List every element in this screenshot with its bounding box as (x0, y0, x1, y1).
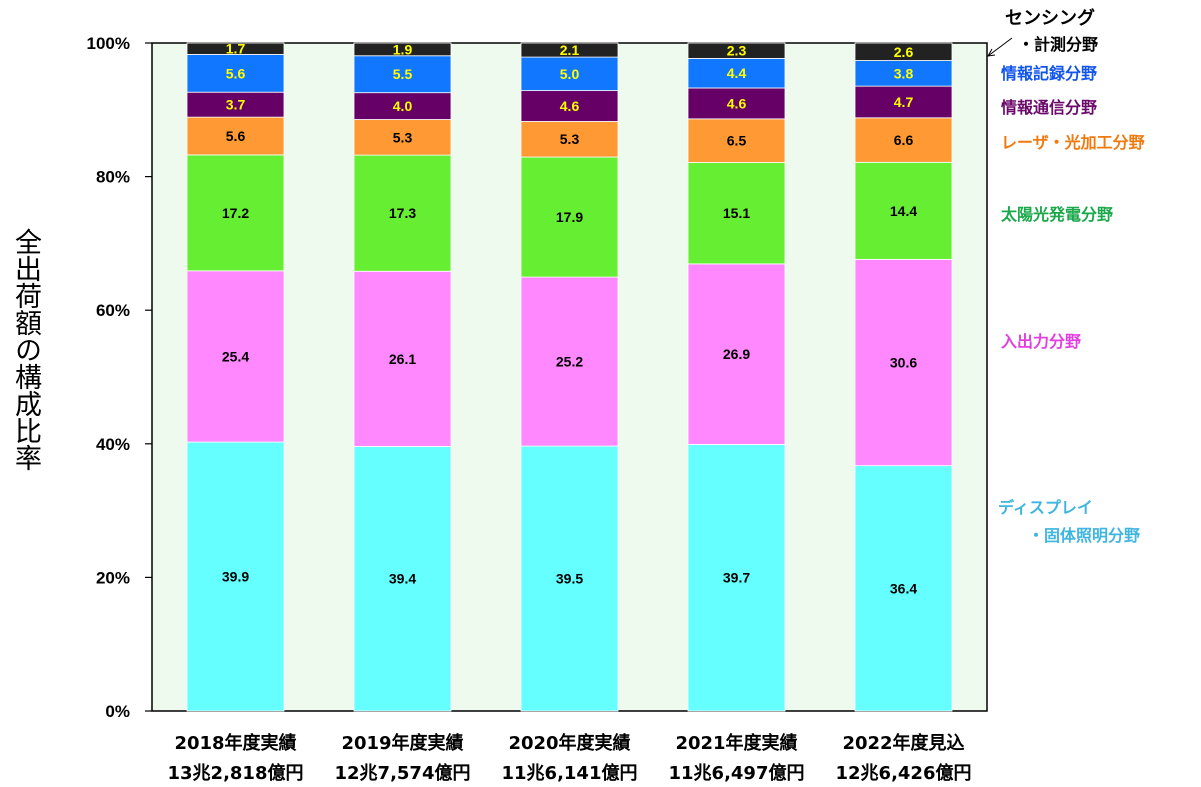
bar-segment (353, 446, 452, 712)
bar-segment (353, 270, 452, 447)
bar-segment (854, 85, 953, 119)
bar-segment (186, 441, 285, 712)
y-axis: 0% 20% 40% 60% 80% 100% (87, 34, 152, 721)
bar-segment (186, 91, 285, 118)
bar-segment (353, 154, 452, 272)
y-tick-label: 0% (105, 702, 130, 721)
x-tick-total-label: 12兆7,574億円 (335, 762, 471, 784)
bar-segment (520, 445, 619, 712)
bar-value-label: 1.7 (226, 41, 246, 57)
x-tick-total-label: 11兆6,141億円 (502, 762, 638, 784)
bar-value-label: 5.6 (226, 128, 246, 144)
bar-value-label: 17.9 (556, 209, 583, 225)
bar-value-label: 5.6 (226, 65, 246, 81)
bar-segment (520, 90, 619, 122)
bar-value-label: 5.3 (560, 131, 580, 147)
bar-value-label: 5.3 (393, 129, 413, 145)
bar-segment (687, 42, 786, 59)
bar-segment (687, 444, 786, 712)
bar-value-label: 5.5 (393, 66, 413, 82)
bar-value-label: 2.1 (560, 42, 580, 58)
bar-value-label: 25.2 (556, 354, 583, 370)
series-label: ディスプレイ (998, 498, 1093, 517)
bar-segment (186, 54, 285, 93)
x-tick-label: 2021年度実績 (675, 732, 797, 754)
y-tick-label: 60% (96, 301, 130, 320)
bar-value-label: 30.6 (890, 355, 917, 371)
bar-segment (854, 161, 953, 260)
bar-value-label: 17.2 (222, 205, 249, 221)
series-label: ・計測分野 (1018, 35, 1098, 54)
series-label: 情報記録分野 (1001, 64, 1097, 83)
y-axis-title: 全出荷額の構成比率 (10, 228, 41, 471)
bar-segment (520, 156, 619, 278)
bar-value-label: 39.4 (389, 571, 416, 587)
bar-segment (353, 42, 452, 57)
series-label: 情報通信分野 (1001, 98, 1097, 117)
bar-segment (353, 92, 452, 120)
bar-value-label: 4.6 (727, 95, 747, 111)
y-tick-label: 20% (96, 568, 130, 587)
bar-value-label: 25.4 (222, 348, 249, 364)
bar-segment (353, 55, 452, 94)
sensing-leader-line (987, 37, 1013, 57)
bar-value-label: 5.0 (560, 66, 580, 82)
bar-segment (687, 87, 786, 120)
series-label: 入出力分野 (1001, 332, 1081, 351)
bar-segment (687, 263, 786, 445)
bar-segment (186, 42, 285, 55)
bar-value-label: 14.4 (890, 203, 917, 219)
bar-segment (520, 276, 619, 447)
bar-value-label: 17.3 (389, 205, 416, 221)
bar-segment (854, 42, 953, 61)
bar-value-label: 2.6 (894, 44, 914, 60)
x-tick-total-label: 11兆6,497億円 (669, 762, 805, 784)
x-tick-label: 2022年度見込 (842, 732, 964, 754)
bar-value-label: 26.1 (389, 351, 416, 367)
bar-segment (186, 270, 285, 443)
bar-value-label: 4.6 (560, 98, 580, 114)
series-label: 太陽光発電分野 (1000, 205, 1113, 224)
bar-value-label: 26.9 (723, 346, 750, 362)
y-tick-label: 40% (96, 435, 130, 454)
bar-segment (520, 121, 619, 158)
x-tick-label: 2018年度実績 (174, 732, 296, 754)
bar-value-label: 4.4 (727, 65, 747, 81)
x-tick-label: 2019年度実績 (341, 732, 463, 754)
bar-value-label: 39.7 (723, 570, 750, 586)
bar-segment (353, 119, 452, 156)
series-label: ・固体照明分野 (1028, 526, 1140, 545)
x-tick-total-label: 13兆2,818億円 (168, 762, 304, 784)
bar-value-label: 39.9 (222, 569, 249, 585)
y-tick-label: 80% (96, 168, 130, 187)
x-tick-total-label: 12兆6,426億円 (836, 762, 972, 784)
bar-value-label: 36.4 (890, 580, 917, 596)
bar-segment (520, 56, 619, 92)
bar-value-label: 4.7 (894, 94, 914, 110)
bar-value-label: 4.0 (393, 98, 413, 114)
x-tick-label: 2020年度実績 (508, 732, 630, 754)
bar-value-label: 6.6 (894, 132, 914, 148)
bar-value-label: 3.7 (226, 97, 246, 113)
bar-stacks: 39.9 25.4 17.2 5.6 3.7 5.6 1.7 39.4 26.1 17.3 5.3 4… (186, 41, 953, 712)
series-labels: ディスプレイ・固体照明分野 入出力分野 太陽光発電分野 レーザ・光加工分野情報通信分野… (998, 7, 1145, 545)
bar-value-label: 3.8 (894, 65, 914, 81)
bar-value-label: 15.1 (723, 205, 750, 221)
sensing-leader-arrowhead (987, 48, 996, 57)
bar-value-label: 2.3 (727, 43, 747, 59)
bar-segment (687, 58, 786, 89)
x-axis: 2018年度実績 13兆2,818億円 2019年度実績 12兆7,574億円 2020… (168, 732, 972, 784)
y-tick-label: 100% (87, 34, 130, 53)
bar-segment (854, 465, 953, 712)
bar-value-label: 1.9 (393, 41, 413, 57)
bar-segment (687, 118, 786, 163)
series-label: レーザ・光加工分野 (1001, 133, 1145, 152)
bar-segment (186, 154, 285, 272)
bar-value-label: 39.5 (556, 571, 583, 587)
series-label: センシング (1005, 7, 1095, 29)
bar-segment (520, 42, 619, 58)
bar-value-label: 6.5 (727, 133, 747, 149)
